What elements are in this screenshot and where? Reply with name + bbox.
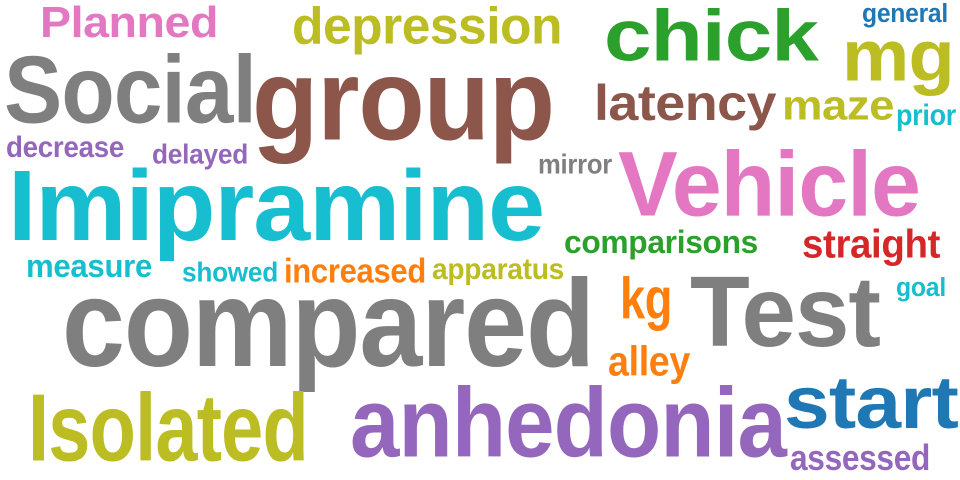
word-decrease: decrease	[6, 130, 124, 164]
word-goal: goal	[896, 272, 946, 302]
word-kg: kg	[620, 266, 672, 332]
word-apparatus: apparatus	[432, 252, 564, 286]
word-depression: depression	[292, 0, 563, 56]
word-group: group	[252, 35, 555, 165]
word-isolated: Isolated	[28, 374, 309, 480]
word-comparisons: comparisons	[564, 224, 758, 260]
word-planned: Planned	[40, 0, 218, 47]
word-measure: measure	[26, 248, 152, 284]
word-chick: chick	[604, 0, 819, 77]
word-latency: latency	[594, 75, 777, 131]
word-alley: alley	[608, 337, 690, 385]
word-showed: showed	[182, 256, 278, 288]
word-mirror: mirror	[538, 148, 612, 180]
word-compared: compared	[62, 254, 595, 394]
word-straight: straight	[802, 221, 940, 267]
word-mg: mg	[842, 15, 955, 97]
word-prior: prior	[896, 98, 956, 132]
word-imipramine: Imipramine	[8, 150, 545, 262]
word-test: Test	[690, 256, 881, 368]
word-delayed: delayed	[152, 138, 248, 170]
word-maze: maze	[782, 81, 894, 129]
word-general: general	[862, 0, 948, 28]
word-increased: increased	[284, 251, 426, 291]
word-start: start	[784, 361, 959, 445]
word-anhedonia: anhedonia	[350, 368, 787, 478]
word-social: Social	[4, 36, 257, 144]
word-assessed: assessed	[790, 437, 930, 479]
word-vehicle: Vehicle	[618, 132, 921, 236]
